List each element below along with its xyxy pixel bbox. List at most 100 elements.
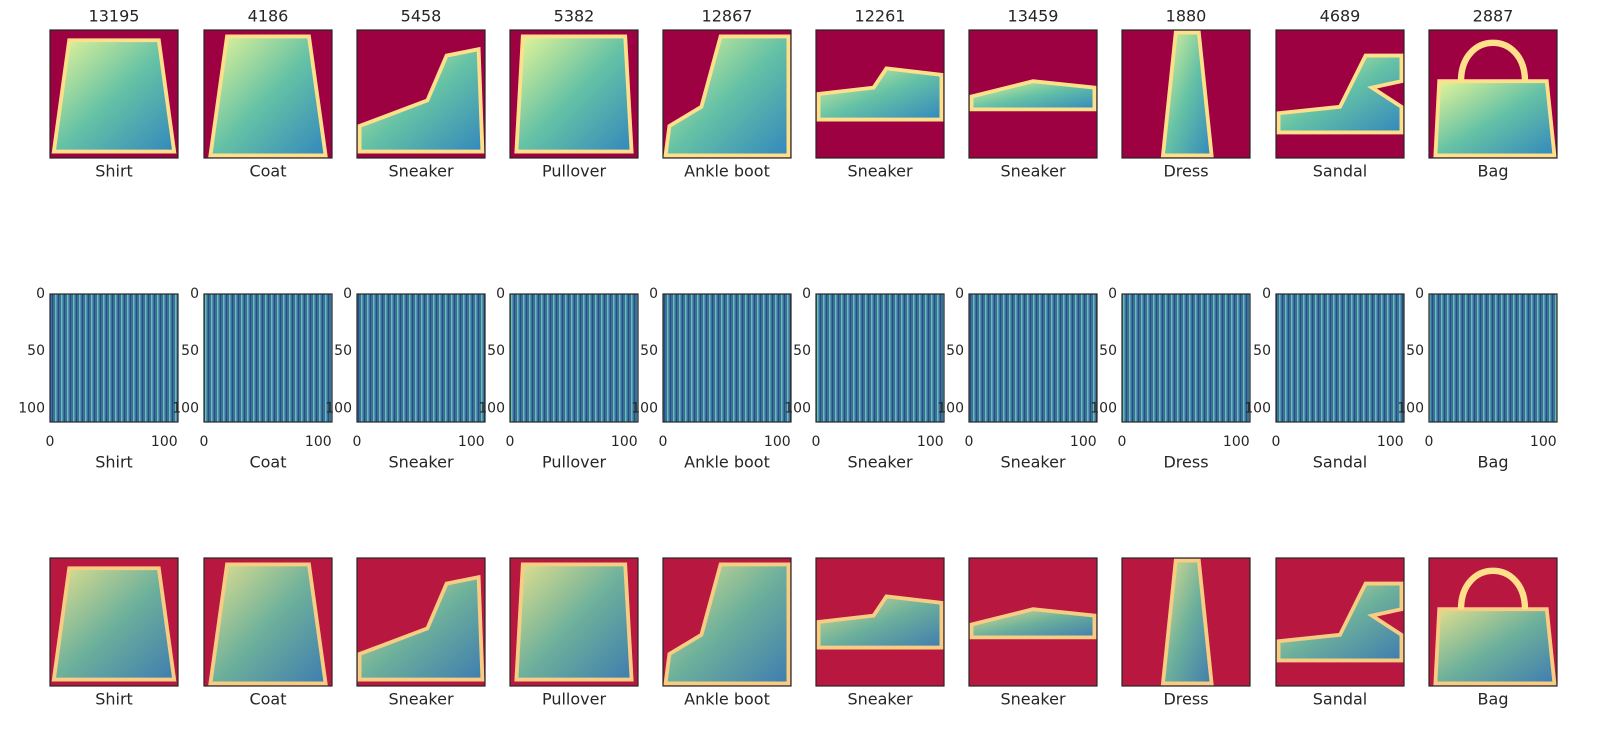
garment: [663, 34, 791, 158]
image-label: Sandal: [1313, 690, 1368, 709]
garment-shape: [1160, 30, 1214, 158]
image-index: 5458: [401, 7, 442, 26]
garment-shape: [663, 562, 791, 686]
image-label: Bag: [1478, 453, 1509, 472]
panel-frame: [1428, 293, 1558, 423]
image-label: Dress: [1163, 690, 1208, 709]
y-tick-label: 100: [478, 400, 505, 416]
garment: [51, 38, 177, 154]
y-tick-label: 50: [1099, 343, 1117, 359]
y-tick-label: 50: [1406, 343, 1424, 359]
panel-frame: [1428, 557, 1558, 687]
x-tick-label: 100: [764, 434, 791, 450]
x-tick-label: 0: [46, 434, 55, 450]
garment: [208, 34, 328, 158]
panel-frame: [1275, 557, 1405, 687]
y-tick-label: 100: [937, 400, 964, 416]
y-tick-label: 50: [334, 343, 352, 359]
panel-frame: [968, 29, 1098, 159]
image-label: Sneaker: [1000, 453, 1065, 472]
garment-shape: [51, 38, 177, 154]
garment-shape: [514, 34, 634, 154]
y-tick-label: 0: [955, 286, 964, 302]
y-tick-label: 100: [325, 400, 352, 416]
garment-shape: [1433, 79, 1557, 158]
image-index: 4689: [1320, 7, 1361, 26]
image-label: Sneaker: [1000, 690, 1065, 709]
x-tick-label: 0: [506, 434, 515, 450]
x-tick-label: 0: [1425, 434, 1434, 450]
image-label: Ankle boot: [684, 162, 770, 181]
panel-frame: [815, 557, 945, 687]
panel-frame: [968, 557, 1098, 687]
garment: [1433, 39, 1557, 158]
garment-shape: [663, 34, 791, 158]
garment-shape: [1433, 607, 1557, 686]
x-tick-label: 100: [151, 434, 178, 450]
garment-shape: [208, 562, 328, 686]
y-tick-label: 50: [181, 343, 199, 359]
image-label: Sandal: [1313, 453, 1368, 472]
panel-frame: [662, 29, 792, 159]
panel-frame: [968, 293, 1098, 423]
garment-shape: [514, 562, 634, 682]
y-tick-label: 100: [631, 400, 658, 416]
panel-frame: [49, 293, 179, 423]
image-label: Ankle boot: [684, 690, 770, 709]
image-label: Dress: [1163, 453, 1208, 472]
y-tick-label: 0: [496, 286, 505, 302]
garment: [1433, 567, 1557, 686]
image-label: Shirt: [95, 162, 133, 181]
feature-map: [1122, 294, 1250, 422]
image-index: 13459: [1008, 7, 1059, 26]
panel-frame: [356, 29, 486, 159]
y-tick-label: 50: [1253, 343, 1271, 359]
y-tick-label: 100: [784, 400, 811, 416]
image-label: Sneaker: [847, 162, 912, 181]
panel-frame: [356, 293, 486, 423]
garment-shape: [969, 607, 1097, 640]
panel-frame: [662, 293, 792, 423]
image-label: Sneaker: [1000, 162, 1065, 181]
garment: [357, 574, 485, 682]
feature-map: [1276, 294, 1404, 422]
y-tick-label: 0: [343, 286, 352, 302]
bag-handle: [1457, 567, 1529, 610]
y-tick-label: 0: [649, 286, 658, 302]
panel-frame: [49, 29, 179, 159]
garment: [816, 594, 944, 650]
y-tick-label: 0: [1262, 286, 1271, 302]
panel-frame: [1428, 29, 1558, 159]
y-tick-label: 0: [1108, 286, 1117, 302]
garment: [1160, 30, 1214, 158]
feature-map: [204, 294, 332, 422]
x-tick-label: 100: [1377, 434, 1404, 450]
y-tick-label: 0: [190, 286, 199, 302]
garment-shape: [969, 79, 1097, 112]
image-index: 5382: [554, 7, 595, 26]
y-tick-label: 100: [1244, 400, 1271, 416]
feature-map: [1429, 294, 1557, 422]
panel-frame: [49, 557, 179, 687]
image-index: 2887: [1473, 7, 1514, 26]
garment: [1276, 53, 1404, 135]
garment: [51, 566, 177, 682]
image-label: Sneaker: [388, 690, 453, 709]
x-tick-label: 0: [659, 434, 668, 450]
panel-frame: [1121, 557, 1251, 687]
y-tick-label: 100: [1090, 400, 1117, 416]
image-index: 4186: [248, 7, 289, 26]
y-tick-label: 50: [640, 343, 658, 359]
garment-shape: [816, 66, 944, 122]
image-label: Sneaker: [388, 453, 453, 472]
x-tick-label: 100: [1070, 434, 1097, 450]
feature-map: [969, 294, 1097, 422]
image-label: Ankle boot: [684, 453, 770, 472]
x-tick-label: 100: [611, 434, 638, 450]
image-label: Sneaker: [388, 162, 453, 181]
garment-shape: [1276, 581, 1404, 663]
image-label: Dress: [1163, 162, 1208, 181]
image-label: Sandal: [1313, 162, 1368, 181]
x-tick-label: 100: [917, 434, 944, 450]
